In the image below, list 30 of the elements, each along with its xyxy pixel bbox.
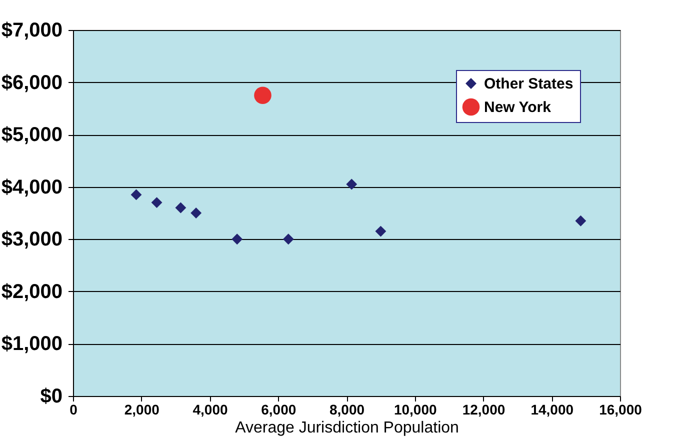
point	[575, 215, 586, 226]
y-tick-label: $6,000	[1, 72, 62, 94]
point	[232, 234, 243, 245]
point	[375, 226, 386, 237]
x-tick-label: 4,000	[192, 402, 228, 418]
y-tick-label: $0	[40, 386, 62, 408]
x-tick-label: 16,000	[599, 402, 642, 418]
x-tick-label: 14,000	[530, 402, 574, 418]
point	[130, 189, 142, 200]
point	[346, 178, 358, 190]
point	[282, 234, 294, 245]
x-tick-label: 0	[70, 402, 78, 418]
point	[254, 86, 272, 104]
legend-label: Other States	[484, 76, 574, 92]
y-tick-label: $4,000	[1, 176, 62, 198]
x-tick-label: 8,000	[329, 402, 365, 418]
legend-label: New York	[484, 99, 552, 116]
y-tick-label: $1,000	[1, 333, 62, 356]
y-tick-label: $3,000	[1, 228, 62, 251]
x-tick-label: 6,000	[261, 402, 296, 418]
point	[175, 202, 186, 214]
y-tick-label: $5,000	[1, 124, 62, 146]
point	[151, 197, 162, 208]
y-tick-label: $2,000	[1, 280, 62, 303]
y-tick-label: $7,000	[1, 20, 62, 42]
x-tick-label: 12,000	[462, 402, 506, 418]
x-tick-label: 10,000	[394, 402, 437, 418]
x-axis-title: Average Jurisdiction Population	[235, 420, 459, 436]
x-tick-label: 2,000	[124, 402, 160, 418]
point	[190, 208, 202, 218]
